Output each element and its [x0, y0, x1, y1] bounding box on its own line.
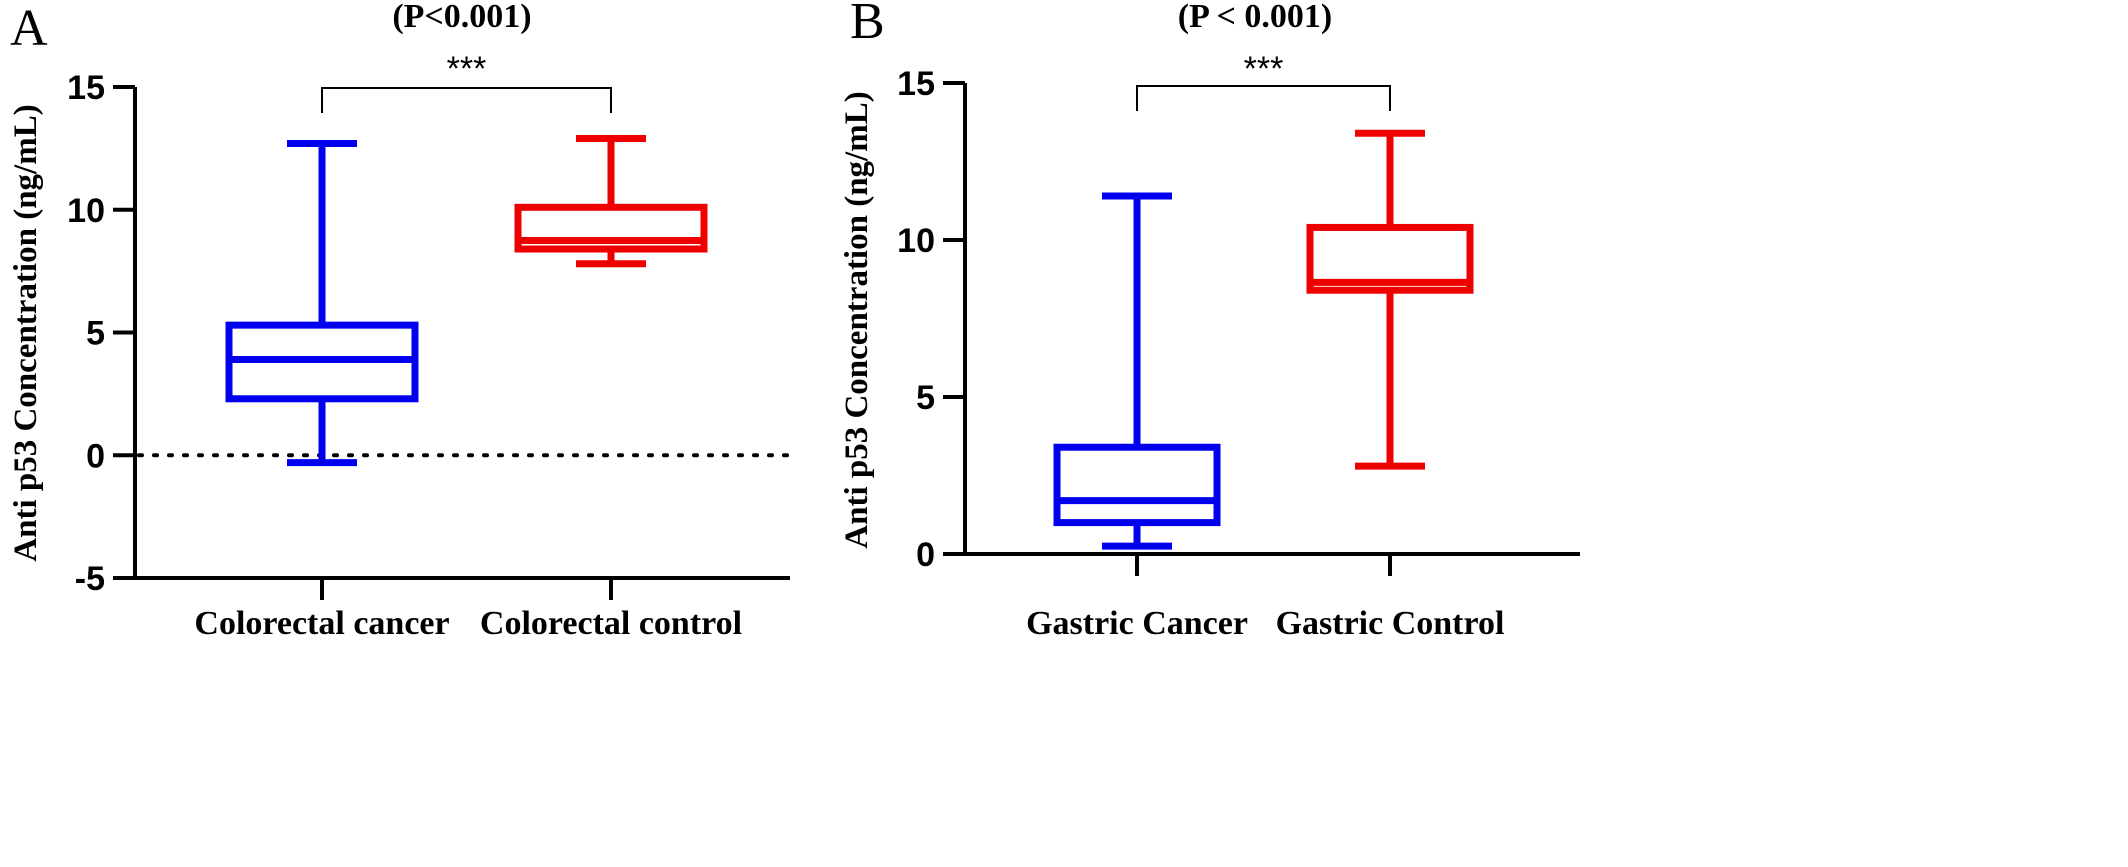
- chart-title: (P < 0.001): [1178, 0, 1332, 35]
- box-plot-cancer: [225, 139, 419, 467]
- y-tick-label: 15: [67, 69, 105, 107]
- significance-stars: ***: [1244, 50, 1284, 88]
- panel-a: A (P<0.001) Anti p53 Concentration (ng/mL)…: [8, 0, 792, 642]
- y-tick-label: 0: [916, 536, 935, 574]
- chart-title: (P<0.001): [392, 0, 531, 35]
- panel-letter: A: [10, 0, 48, 57]
- y-tick-label: 10: [897, 222, 935, 260]
- x-tick-label: Gastric Cancer: [1026, 605, 1248, 642]
- x-tick-label: Gastric Control: [1276, 605, 1505, 642]
- panel-letter: B: [850, 0, 885, 50]
- iqr-box: [1053, 443, 1221, 527]
- x-tick-label: Colorectal cancer: [194, 605, 449, 642]
- box-plot-control: [514, 135, 708, 268]
- significance-stars: ***: [447, 50, 487, 88]
- significance-bracket: [321, 87, 612, 113]
- y-tick-label: 5: [916, 379, 935, 417]
- box-plot-cancer: [1053, 192, 1221, 550]
- box-plot-control: [1306, 129, 1474, 470]
- y-axis-label: Anti p53 Concentration (ng/mL): [839, 91, 875, 548]
- x-tick-label: Colorectal control: [480, 605, 742, 642]
- y-tick-label: 15: [897, 65, 935, 103]
- y-tick-label: -5: [75, 560, 105, 598]
- panel-b: B (P < 0.001) Anti p53 Concentration (ng/m…: [839, 0, 1580, 642]
- y-tick-label: 0: [86, 437, 105, 475]
- significance-bracket: [1136, 85, 1391, 111]
- y-tick-label: 10: [67, 192, 105, 230]
- y-axis-label: Anti p53 Concentration (ng/mL): [8, 104, 44, 561]
- y-tick-label: 5: [86, 315, 105, 353]
